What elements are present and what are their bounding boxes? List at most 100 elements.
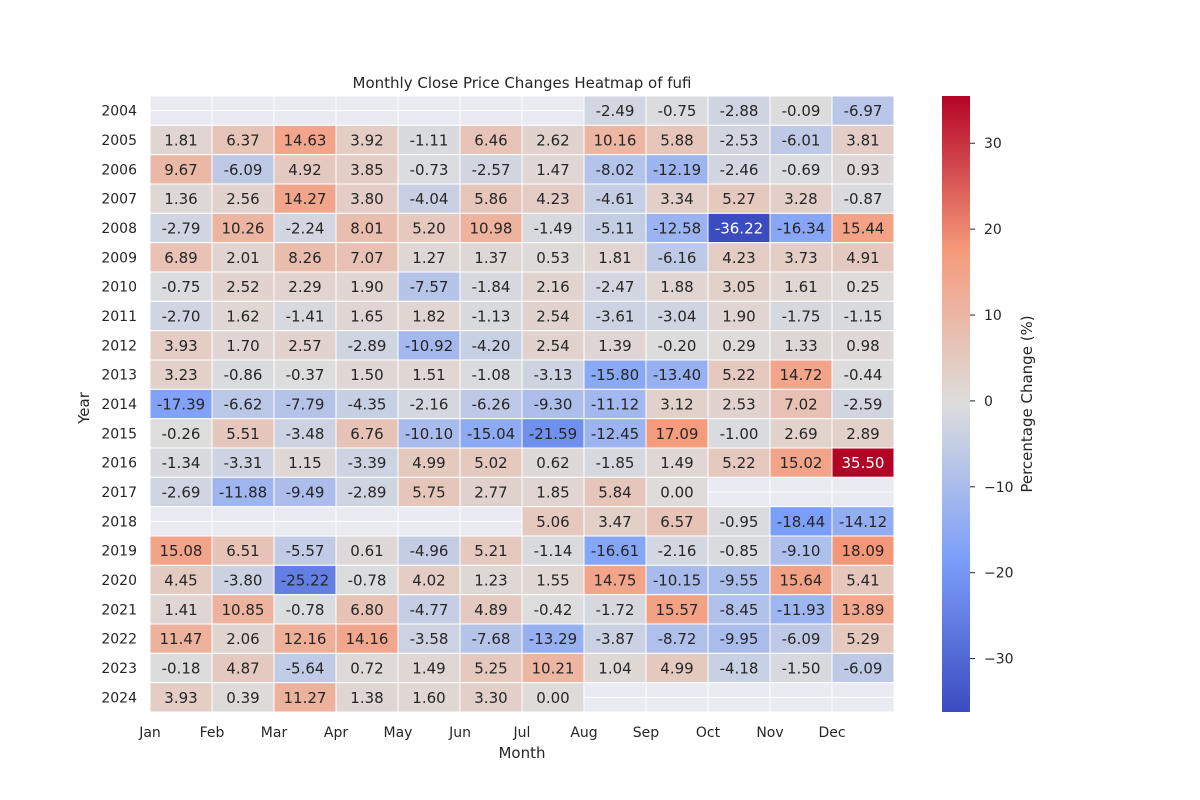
cell-value-label: 1.90	[350, 278, 383, 296]
cell-value-label: 4.89	[474, 601, 507, 619]
year-tick-label: 2008	[101, 221, 137, 237]
cell-value-label: -4.35	[348, 396, 387, 414]
cell-value-label: 5.29	[846, 630, 879, 648]
cell-value-label: 5.51	[226, 425, 259, 443]
cell-value-label: 1.88	[660, 278, 693, 296]
cell-value-label: 1.33	[784, 337, 817, 355]
cell-value-label: 2.01	[226, 249, 259, 267]
cell-value-label: -0.09	[782, 102, 821, 120]
year-tick-label: 2016	[101, 456, 137, 472]
cell-value-label: 0.98	[846, 337, 879, 355]
cell-value-label: 2.56	[226, 190, 259, 208]
heatmap-cell	[707, 359, 771, 390]
heatmap-cell	[645, 535, 709, 566]
cell-value-label: -2.16	[658, 542, 697, 560]
year-tick-label: 2015	[101, 426, 137, 442]
year-tick-label: 2019	[101, 544, 137, 560]
heatmap-cell	[273, 388, 337, 420]
heatmap-cell	[831, 154, 895, 185]
cell-value-label: -36.22	[715, 220, 763, 238]
heatmap-cell	[521, 564, 585, 596]
cell-value-label: 6.37	[226, 132, 259, 150]
cell-value-label: 5.06	[536, 513, 569, 531]
cell-value-label: -25.22	[281, 572, 329, 590]
colorbar-tick-label: 0	[984, 394, 993, 410]
heatmap-cell	[521, 124, 585, 156]
cell-value-label: 3.92	[350, 132, 383, 150]
year-tick-label: 2005	[101, 133, 137, 149]
cell-value-label: -1.72	[596, 601, 635, 619]
colorbar-ticks: −30 −20 −10 0 10 20 30	[970, 136, 1014, 668]
heatmap-cell	[397, 330, 461, 361]
cell-value-label: 8.01	[350, 220, 383, 238]
cell-value-label: -1.00	[720, 425, 759, 443]
cell-value-label: -1.34	[162, 454, 201, 472]
cell-value-label: 2.16	[536, 278, 569, 296]
cell-value-label: 18.09	[842, 542, 885, 560]
heatmap-cell	[149, 124, 213, 156]
heatmap-cell	[583, 388, 647, 420]
heatmap-cell	[397, 271, 461, 302]
cell-value-label: -0.75	[162, 278, 201, 296]
cell-value-label: 5.41	[846, 572, 879, 590]
cell-value-label: 1.49	[412, 660, 445, 678]
cell-value-label: -16.61	[591, 542, 639, 560]
cell-value-label: 1.60	[412, 689, 445, 707]
heatmap-cell	[645, 594, 709, 625]
heatmap-cell	[459, 564, 523, 596]
year-tick-label: 2013	[101, 368, 137, 384]
cell-value-label: 2.06	[226, 630, 259, 648]
heatmap-cell	[211, 652, 275, 684]
cell-value-label: 1.23	[474, 572, 507, 590]
cell-value-label: 0.72	[350, 660, 383, 678]
heatmap-cell	[397, 418, 461, 449]
cell-value-label: -7.79	[286, 396, 325, 414]
year-tick-label: 2022	[101, 632, 137, 648]
heatmap-cell	[459, 535, 523, 566]
cell-value-label: -3.87	[596, 630, 635, 648]
heatmap-cell	[335, 682, 399, 713]
cell-value-label: -0.85	[720, 542, 759, 560]
cell-value-label: -4.96	[410, 542, 449, 560]
month-tick-label: Feb	[200, 725, 225, 741]
heatmap-cell	[831, 623, 895, 654]
heatmap-cell	[707, 330, 771, 361]
cell-value-label: -1.84	[472, 278, 511, 296]
cell-value-label: -4.20	[472, 337, 511, 355]
heatmap-cell	[769, 594, 833, 625]
heatmap-cell	[335, 154, 399, 185]
heatmap-cell	[583, 154, 647, 185]
cell-value-label: -3.80	[224, 572, 263, 590]
cell-value-label: -4.61	[596, 190, 635, 208]
cell-value-label: -9.55	[720, 572, 759, 590]
cell-value-label: 0.29	[722, 337, 755, 355]
heatmap-cell	[645, 388, 709, 420]
cell-value-label: 3.28	[784, 190, 817, 208]
heatmap-cell	[273, 476, 337, 508]
cell-value-label: 2.53	[722, 396, 755, 414]
cell-value-label: 2.54	[536, 337, 569, 355]
heatmap-cell	[459, 476, 523, 508]
heatmap-cell	[521, 212, 585, 244]
heatmap-cell	[211, 623, 275, 654]
heatmap-cell	[521, 476, 585, 508]
cell-value-label: -12.58	[653, 220, 701, 238]
cell-value-label: 3.30	[474, 689, 507, 707]
cell-value-label: 6.76	[350, 425, 383, 443]
cell-value-label: -18.44	[777, 513, 825, 531]
colorbar-tick-label: −20	[984, 566, 1014, 582]
cell-value-label: 11.47	[160, 630, 203, 648]
heatmap-cell	[521, 359, 585, 390]
cell-value-label: -8.72	[658, 630, 697, 648]
heatmap-cell	[273, 183, 337, 214]
heatmap-cell	[521, 652, 585, 684]
cell-value-label: 0.61	[350, 542, 383, 560]
heatmap-cell	[769, 95, 833, 126]
cell-value-label: 3.47	[598, 513, 631, 531]
heatmap-cell	[583, 359, 647, 390]
heatmap-cell	[149, 388, 213, 420]
heatmap-cell	[149, 183, 213, 214]
cell-value-label: 2.77	[474, 484, 507, 502]
month-tick-labels: Jan Feb Mar Apr May Jun Jul Aug Sep Oct Nov Dec	[138, 725, 845, 741]
cell-value-label: 5.25	[474, 660, 507, 678]
